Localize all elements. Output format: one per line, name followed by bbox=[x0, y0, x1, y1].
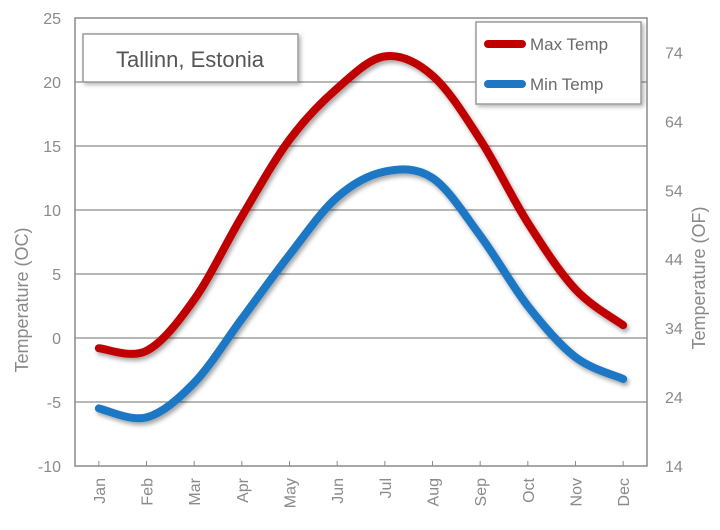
y-right-tick-label: 24 bbox=[665, 390, 683, 407]
legend-label-min: Min Temp bbox=[530, 75, 603, 94]
x-axis: Jan Feb Mar Apr May Jun Jul Aug Sep Oct Nov Dec bbox=[92, 461, 633, 508]
y-right-tick-label: 74 bbox=[665, 45, 683, 62]
title-box: Tallinn, Estonia bbox=[82, 33, 299, 83]
y-left-tick-label: 20 bbox=[43, 75, 61, 92]
y-right-tick-label: 34 bbox=[665, 321, 683, 338]
y-axis-left: -10 -5 0 5 10 15 20 25 bbox=[38, 11, 61, 476]
x-tick-label: Nov bbox=[569, 478, 586, 506]
x-tick-label: Feb bbox=[140, 478, 157, 506]
y-right-tick-label: 44 bbox=[665, 252, 683, 269]
x-tick-label: Dec bbox=[616, 478, 633, 506]
y-left-tick-label: 5 bbox=[52, 267, 61, 284]
x-tick-label: May bbox=[283, 478, 300, 508]
x-tick-label: Mar bbox=[187, 477, 204, 505]
y-axis-right: 14 24 34 44 54 64 74 bbox=[665, 45, 683, 476]
chart-title: Tallinn, Estonia bbox=[116, 47, 265, 72]
y-left-tick-label: 15 bbox=[43, 139, 61, 156]
x-tick-label: Jun bbox=[330, 478, 347, 504]
legend-box bbox=[475, 21, 642, 105]
series-line-max-temp bbox=[94, 52, 628, 358]
series-lines bbox=[94, 52, 628, 423]
x-tick-label: Apr bbox=[235, 477, 252, 503]
legend-label-max: Max Temp bbox=[530, 35, 608, 54]
y-right-tick-label: 64 bbox=[665, 114, 683, 131]
y-left-tick-label: -10 bbox=[38, 459, 61, 476]
legend: Max Temp Min Temp bbox=[475, 21, 642, 105]
series-line-min-temp bbox=[94, 165, 628, 423]
y-left-tick-label: -5 bbox=[47, 395, 61, 412]
y-axis-left-title: Temperature (OC) bbox=[12, 227, 32, 372]
y-axis-right-title: Temperature (OF) bbox=[689, 206, 709, 349]
y-left-tick-label: 25 bbox=[43, 11, 61, 28]
y-right-tick-label: 14 bbox=[665, 459, 683, 476]
x-tick-label: Oct bbox=[521, 477, 538, 502]
y-left-tick-label: 0 bbox=[52, 331, 61, 348]
x-tick-label: Jan bbox=[92, 478, 109, 504]
y-right-tick-label: 54 bbox=[665, 183, 683, 200]
y-left-tick-label: 10 bbox=[43, 203, 61, 220]
x-tick-label: Jul bbox=[378, 478, 395, 498]
x-tick-label: Sep bbox=[473, 478, 490, 507]
x-tick-label: Aug bbox=[426, 478, 443, 506]
